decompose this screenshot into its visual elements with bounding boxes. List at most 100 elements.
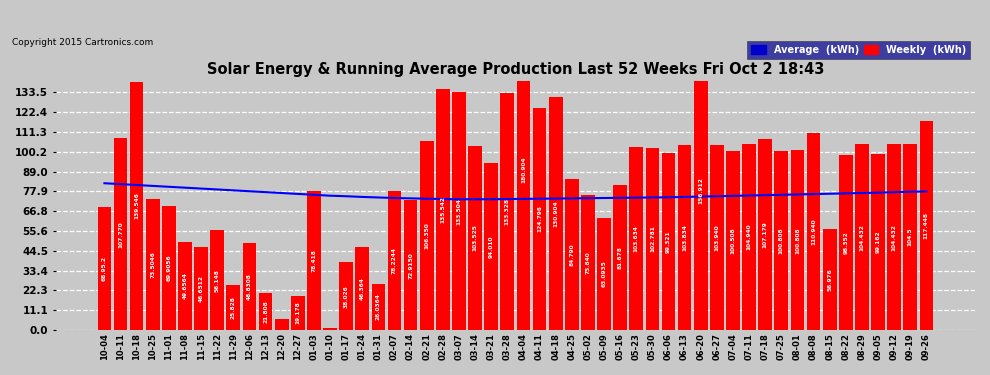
Bar xyxy=(114,138,128,330)
Bar xyxy=(904,144,917,330)
Bar xyxy=(661,153,675,330)
Bar xyxy=(758,139,772,330)
Bar xyxy=(420,141,434,330)
Legend: Average  (kWh), Weekly  (kWh): Average (kWh), Weekly (kWh) xyxy=(747,41,970,58)
Bar xyxy=(323,328,337,330)
Text: 104.5: 104.5 xyxy=(908,228,913,246)
Text: 21.808: 21.808 xyxy=(263,300,268,323)
Bar xyxy=(291,296,305,330)
Text: 56.148: 56.148 xyxy=(215,269,220,292)
Bar xyxy=(340,262,353,330)
Bar xyxy=(630,147,644,330)
Text: 133.504: 133.504 xyxy=(456,198,461,225)
Bar xyxy=(533,108,546,330)
Text: 81.678: 81.678 xyxy=(618,246,623,269)
Text: 100.508: 100.508 xyxy=(731,227,736,254)
Text: 104.940: 104.940 xyxy=(746,224,751,250)
Text: 100.808: 100.808 xyxy=(779,227,784,254)
Title: Solar Energy & Running Average Production Last 52 Weeks Fri Oct 2 18:43: Solar Energy & Running Average Productio… xyxy=(207,62,824,77)
Bar xyxy=(210,230,224,330)
Text: 103.834: 103.834 xyxy=(682,224,687,251)
Bar xyxy=(98,207,111,330)
Text: 46.364: 46.364 xyxy=(359,278,364,300)
Text: 25.828: 25.828 xyxy=(231,296,236,319)
Text: 107.770: 107.770 xyxy=(118,221,123,248)
Text: 135.542: 135.542 xyxy=(441,196,446,223)
Text: 133.328: 133.328 xyxy=(505,198,510,225)
Bar xyxy=(581,195,595,330)
Bar xyxy=(807,133,821,330)
Text: 72.9150: 72.9150 xyxy=(408,252,413,279)
Bar xyxy=(726,151,740,330)
Text: 68.95.2: 68.95.2 xyxy=(102,256,107,281)
Bar xyxy=(871,154,885,330)
Text: 75.840: 75.840 xyxy=(585,251,590,274)
Bar xyxy=(887,144,901,330)
Bar xyxy=(565,179,578,330)
Bar xyxy=(452,92,466,330)
Text: 98.352: 98.352 xyxy=(843,231,848,254)
Bar xyxy=(275,319,288,330)
Text: 156.912: 156.912 xyxy=(698,177,703,204)
Bar xyxy=(517,9,531,330)
Bar xyxy=(501,93,514,330)
Bar xyxy=(130,82,144,330)
Bar xyxy=(194,247,208,330)
Bar xyxy=(823,229,837,330)
Bar xyxy=(484,163,498,330)
Bar xyxy=(162,206,175,330)
Bar xyxy=(243,243,256,330)
Text: 78.2244: 78.2244 xyxy=(392,247,397,274)
Text: 26.0364: 26.0364 xyxy=(376,294,381,320)
Bar xyxy=(694,51,708,330)
Bar xyxy=(178,242,192,330)
Text: 46.6512: 46.6512 xyxy=(199,275,204,302)
Text: 84.790: 84.790 xyxy=(569,243,574,266)
Bar xyxy=(855,144,869,330)
Bar xyxy=(371,284,385,330)
Bar xyxy=(613,185,627,330)
Text: 99.162: 99.162 xyxy=(875,231,880,253)
Text: 103.940: 103.940 xyxy=(715,224,720,251)
Text: 104.432: 104.432 xyxy=(859,224,864,251)
Bar xyxy=(839,154,852,330)
Text: 99.321: 99.321 xyxy=(666,231,671,253)
Text: 94.010: 94.010 xyxy=(489,235,494,258)
Bar xyxy=(597,218,611,330)
Bar xyxy=(355,248,369,330)
Text: 48.8308: 48.8308 xyxy=(247,273,251,300)
Bar xyxy=(710,145,724,330)
Text: 130.904: 130.904 xyxy=(553,200,558,227)
Text: 106.350: 106.350 xyxy=(425,222,430,249)
Text: 180.904: 180.904 xyxy=(521,156,526,183)
Text: 102.781: 102.781 xyxy=(649,226,654,252)
Text: 103.525: 103.525 xyxy=(472,225,477,251)
Bar xyxy=(388,191,401,330)
Bar xyxy=(678,145,691,330)
Text: 56.976: 56.976 xyxy=(828,268,833,291)
Text: 124.796: 124.796 xyxy=(537,206,543,232)
Text: 117.448: 117.448 xyxy=(924,212,929,239)
Bar xyxy=(258,292,272,330)
Text: 78.418: 78.418 xyxy=(312,249,317,272)
Text: 19.178: 19.178 xyxy=(295,302,300,324)
Bar xyxy=(791,150,804,330)
Bar xyxy=(742,144,756,330)
Text: 73.5046: 73.5046 xyxy=(150,251,155,278)
Text: Copyright 2015 Cartronics.com: Copyright 2015 Cartronics.com xyxy=(12,38,153,47)
Bar xyxy=(645,148,659,330)
Text: 110.940: 110.940 xyxy=(811,218,816,245)
Bar xyxy=(920,121,934,330)
Bar xyxy=(774,151,788,330)
Text: 49.6564: 49.6564 xyxy=(182,273,187,299)
Text: 104.432: 104.432 xyxy=(892,224,897,251)
Bar xyxy=(468,146,482,330)
Bar xyxy=(404,200,418,330)
Bar xyxy=(227,285,241,330)
Bar xyxy=(307,190,321,330)
Text: 38.026: 38.026 xyxy=(344,285,348,308)
Text: 63.0935: 63.0935 xyxy=(602,261,607,287)
Text: 107.179: 107.179 xyxy=(762,221,767,248)
Bar xyxy=(146,199,159,330)
Bar xyxy=(436,89,449,330)
